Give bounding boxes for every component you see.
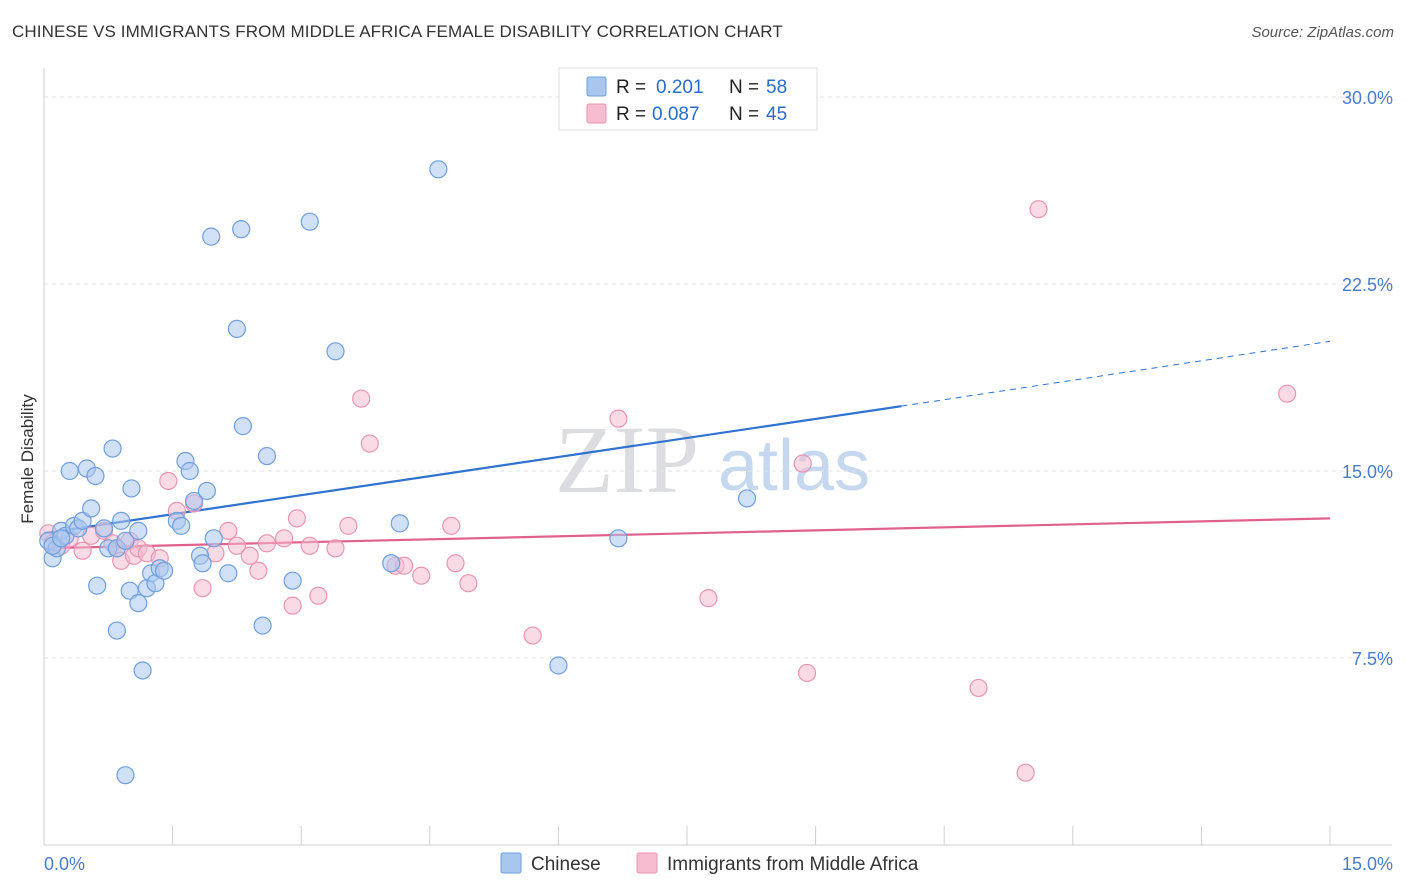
stats-n-label-2: N = <box>729 104 759 125</box>
data-point-middle-africa <box>523 626 542 645</box>
y-tick-label: 22.5% <box>1342 275 1393 295</box>
data-point-middle-africa <box>249 561 268 580</box>
data-point-chinese <box>253 616 272 635</box>
data-point-chinese <box>82 499 101 518</box>
data-point-middle-africa <box>1029 200 1048 219</box>
data-point-middle-africa <box>699 589 718 608</box>
watermark-zip: ZIP <box>555 406 699 513</box>
data-point-middle-africa <box>446 554 465 573</box>
data-point-middle-africa <box>326 539 345 558</box>
data-point-chinese <box>227 319 246 338</box>
legend-swatch-chinese <box>500 852 522 874</box>
data-point-chinese <box>88 576 107 595</box>
data-point-middle-africa <box>219 521 238 540</box>
data-point-middle-africa <box>193 579 212 598</box>
data-point-middle-africa <box>300 536 319 555</box>
data-point-chinese <box>233 417 253 436</box>
stats-n-value-2: 45 <box>766 104 787 125</box>
data-point-middle-africa <box>339 516 358 535</box>
legend-swatch-middle-africa <box>636 852 658 874</box>
data-point-middle-africa <box>274 529 294 548</box>
data-point-chinese <box>184 491 204 511</box>
data-point-middle-africa <box>360 434 379 453</box>
data-point-chinese <box>103 439 122 458</box>
data-point-middle-africa <box>793 454 812 473</box>
data-point-chinese <box>300 212 319 231</box>
data-point-chinese <box>52 529 71 548</box>
data-point-middle-africa <box>352 389 371 408</box>
data-point-chinese <box>382 554 401 573</box>
data-point-middle-africa <box>412 566 431 585</box>
stats-n-value-1: 58 <box>766 77 787 98</box>
y-tick-label: 15.0% <box>1342 462 1393 482</box>
data-point-middle-africa <box>159 471 178 491</box>
data-point-chinese <box>107 621 126 640</box>
data-point-middle-africa <box>459 574 478 593</box>
data-point-chinese <box>154 561 174 580</box>
data-point-chinese <box>232 220 251 239</box>
data-point-middle-africa <box>257 534 277 553</box>
data-point-chinese <box>122 479 141 498</box>
data-point-middle-africa <box>1016 763 1035 782</box>
data-point-middle-africa <box>969 678 988 698</box>
data-point-chinese <box>737 489 757 508</box>
y-tick-label: 7.5% <box>1352 649 1393 669</box>
data-point-chinese <box>116 766 135 785</box>
data-point-chinese <box>549 656 568 675</box>
data-point-middle-africa <box>442 516 461 535</box>
x-tick-label-max: 15.0% <box>1342 854 1393 874</box>
data-point-chinese <box>204 529 223 548</box>
data-point-middle-africa <box>73 541 92 560</box>
data-point-chinese <box>86 466 105 486</box>
chart-title: CHINESE VS IMMIGRANTS FROM MIDDLE AFRICA… <box>12 22 783 41</box>
data-point-chinese <box>112 511 131 530</box>
y-axis-label: Female Disability <box>18 394 37 524</box>
stats-r-value-1: 0.201 <box>656 77 704 98</box>
stats-legend-swatch-middle-africa <box>586 103 607 124</box>
stats-n-label-1: N = <box>729 77 759 98</box>
legend-label-middle-africa: Immigrants from Middle Africa <box>667 854 919 875</box>
stats-r-label-2: R = <box>616 104 646 125</box>
data-point-chinese <box>60 461 79 481</box>
data-point-chinese <box>429 160 448 179</box>
x-tick-label-min: 0.0% <box>44 854 85 874</box>
data-point-middle-africa <box>240 546 259 565</box>
data-point-middle-africa <box>309 586 328 605</box>
data-point-chinese <box>257 446 277 466</box>
data-point-chinese <box>219 564 238 583</box>
data-point-middle-africa <box>227 536 246 555</box>
data-point-chinese <box>202 227 221 246</box>
data-point-chinese <box>283 571 302 590</box>
data-point-chinese <box>116 531 135 550</box>
data-point-chinese <box>609 529 628 548</box>
stats-legend-swatch-chinese <box>586 76 607 97</box>
data-point-chinese <box>326 342 345 361</box>
data-point-chinese <box>94 519 114 538</box>
source-credit: Source: ZipAtlas.com <box>1251 24 1394 41</box>
trend-line-chinese <box>43 405 902 535</box>
data-point-chinese <box>193 554 212 573</box>
data-point-middle-africa <box>283 596 302 615</box>
y-tick-label: 30.0% <box>1342 88 1393 108</box>
legend-label-chinese: Chinese <box>531 854 601 875</box>
data-point-chinese <box>73 511 92 530</box>
data-point-chinese <box>180 461 199 481</box>
trend-line-chinese-extension <box>901 340 1331 407</box>
series-legend: Chinese Immigrants from Middle Africa <box>500 852 919 875</box>
stats-r-label-1: R = <box>616 77 646 98</box>
stats-legend: R = 0.201 N = 58 R = 0.087 N = 45 <box>558 67 818 131</box>
data-point-chinese <box>133 661 152 680</box>
data-point-middle-africa <box>609 409 628 428</box>
data-point-chinese <box>197 481 216 501</box>
stats-r-value-2: 0.087 <box>652 104 700 125</box>
data-point-middle-africa <box>287 509 307 528</box>
data-point-middle-africa <box>797 663 817 683</box>
data-point-chinese <box>172 516 191 535</box>
data-point-chinese <box>129 521 148 540</box>
data-point-chinese <box>390 514 409 533</box>
data-point-chinese <box>129 594 148 613</box>
data-point-middle-africa <box>1278 384 1297 403</box>
